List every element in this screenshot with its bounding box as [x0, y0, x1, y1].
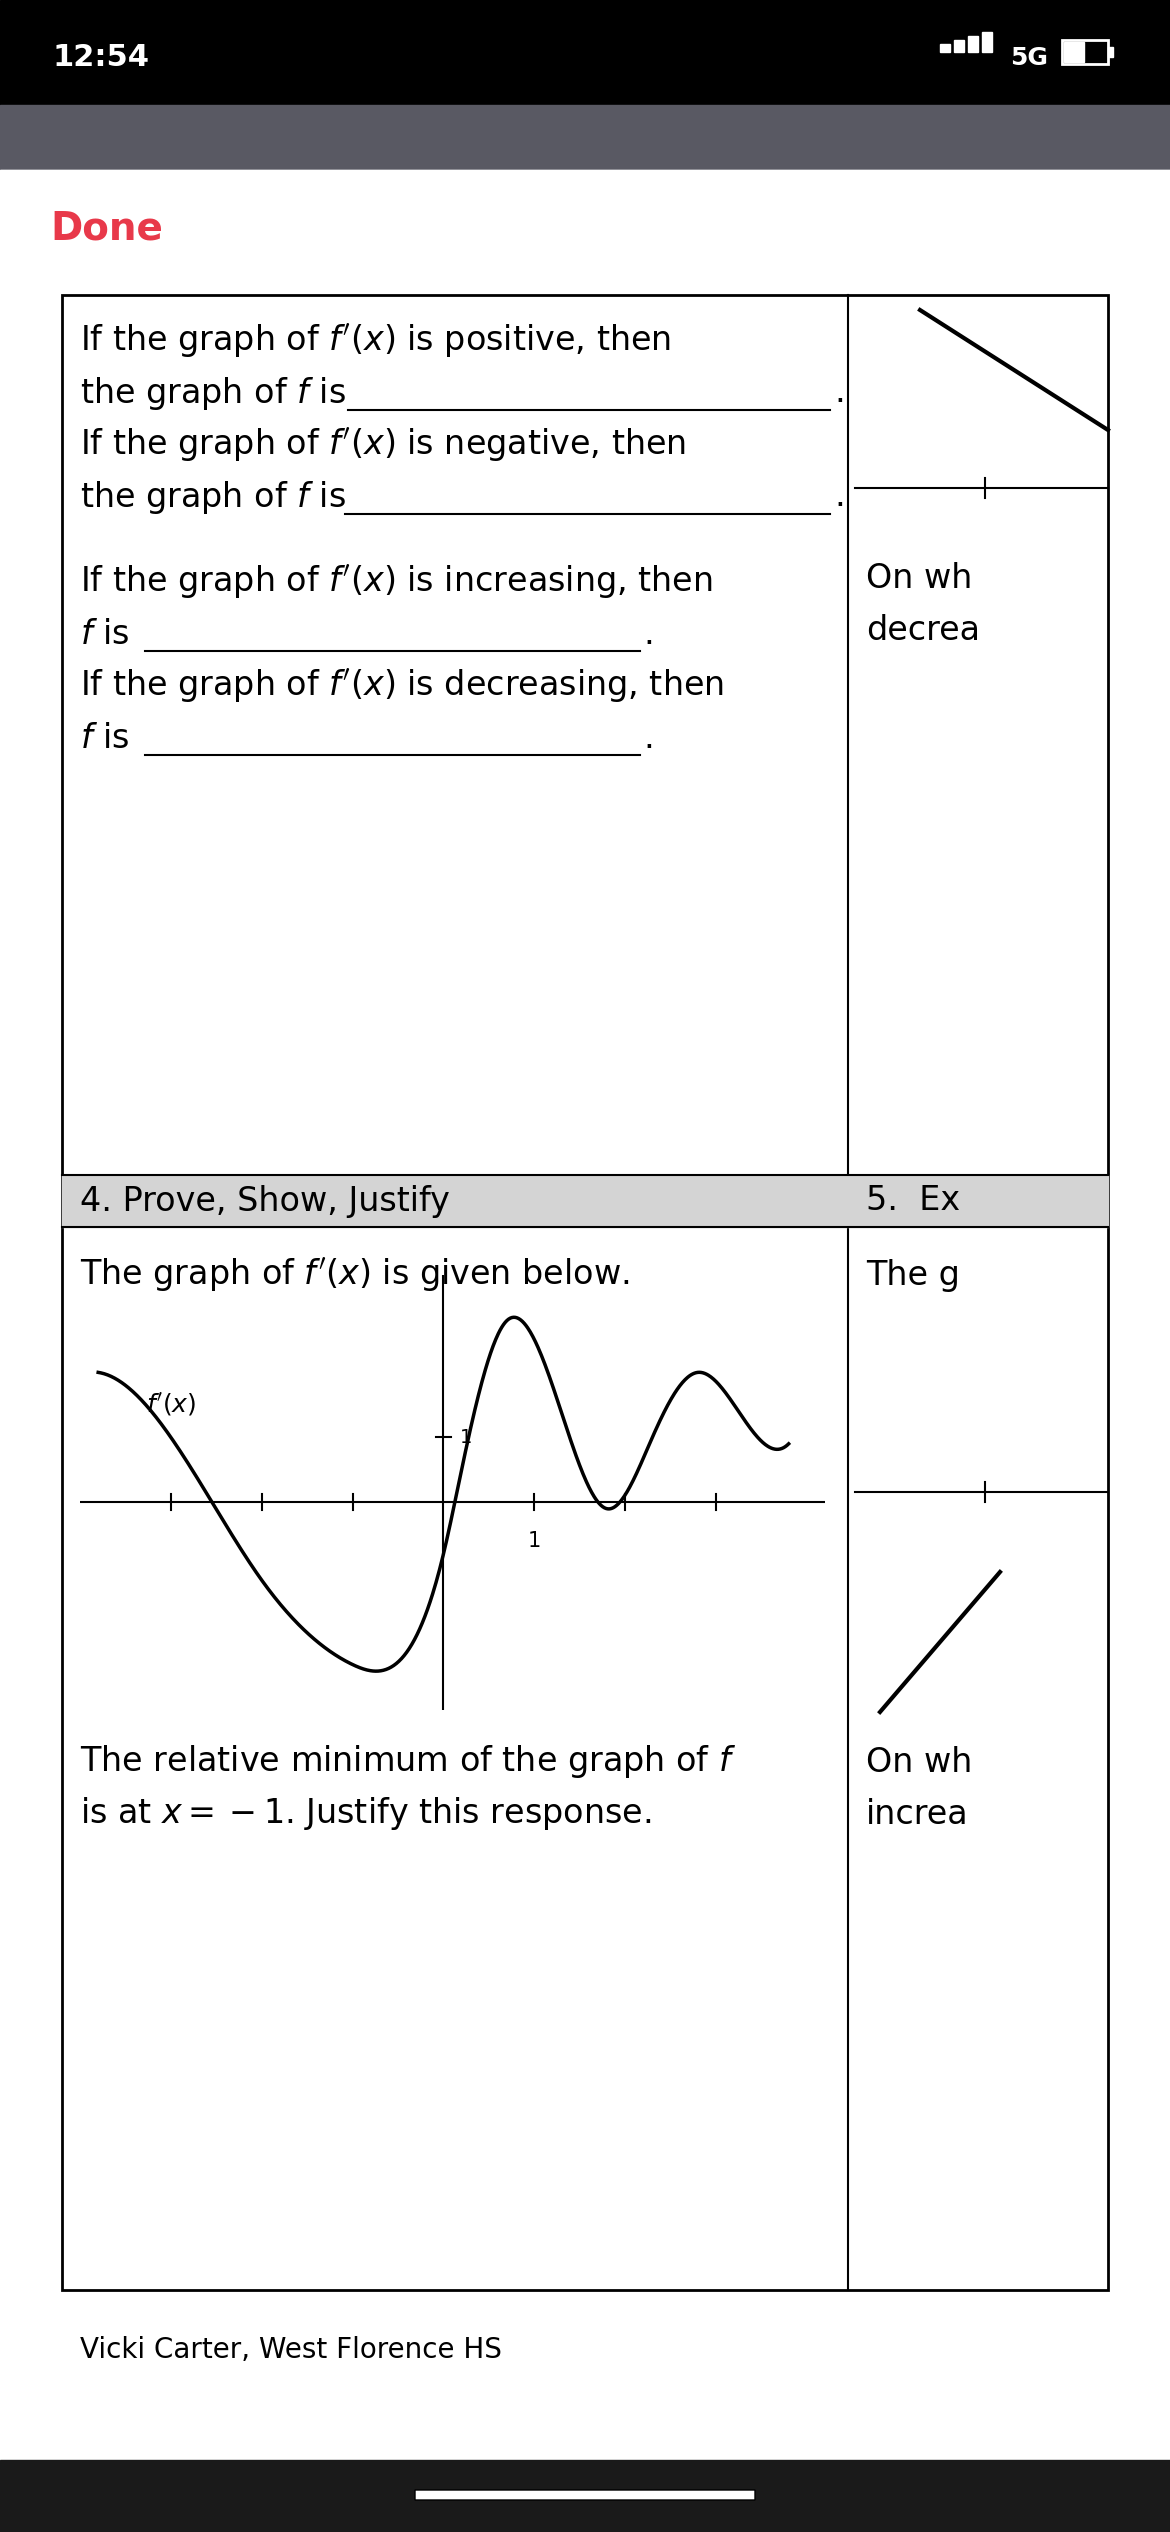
Text: 4. Prove, Show, Justify: 4. Prove, Show, Justify	[80, 1185, 450, 1218]
Bar	[62, 1175, 1108, 1228]
Text: 12:54: 12:54	[51, 43, 149, 73]
Bar	[0, 104, 1170, 180]
Bar	[0, 2461, 1170, 2532]
Text: Done: Done	[50, 210, 163, 248]
Text: If the graph of $f'(x)$ is decreasing, then: If the graph of $f'(x)$ is decreasing, t…	[80, 668, 724, 704]
Text: Vicki Carter, West Florence HS: Vicki Carter, West Florence HS	[80, 2337, 502, 2365]
Text: The graph of $f'(x)$ is given below.: The graph of $f'(x)$ is given below.	[80, 1256, 629, 1294]
Bar	[1062, 41, 1108, 63]
Bar	[968, 35, 978, 53]
Text: If the graph of $f'(x)$ is increasing, then: If the graph of $f'(x)$ is increasing, t…	[80, 562, 713, 600]
Text: If the graph of $f'(x)$ is negative, then: If the graph of $f'(x)$ is negative, the…	[80, 425, 686, 463]
Text: decrea: decrea	[866, 615, 980, 648]
Text: $f'(x)$: $f'(x)$	[146, 1393, 197, 1418]
FancyBboxPatch shape	[415, 2489, 755, 2499]
Text: .: .	[644, 722, 654, 755]
Text: is at $x=-1$. Justify this response.: is at $x=-1$. Justify this response.	[80, 1795, 652, 1833]
Text: On wh: On wh	[866, 1745, 972, 1777]
Text: .: .	[834, 481, 845, 514]
Text: 1: 1	[460, 1428, 473, 1446]
Text: the graph of $f$ is: the graph of $f$ is	[80, 375, 346, 413]
Bar	[954, 41, 964, 53]
Text: the graph of $f$ is: the graph of $f$ is	[80, 479, 346, 517]
Bar	[0, 0, 1170, 104]
Text: 5.  Ex: 5. Ex	[866, 1185, 961, 1218]
Text: increa: increa	[866, 1798, 969, 1831]
Text: 5G: 5G	[1010, 46, 1048, 71]
Text: .: .	[644, 618, 654, 651]
Bar	[1108, 48, 1113, 58]
Text: 1: 1	[528, 1532, 541, 1552]
Text: .: .	[834, 377, 845, 410]
Text: $f$ is: $f$ is	[80, 722, 130, 755]
Bar	[940, 43, 950, 53]
Bar	[982, 33, 992, 53]
Text: The relative minimum of the graph of $f$: The relative minimum of the graph of $f$	[80, 1745, 736, 1780]
Text: $f$ is: $f$ is	[80, 618, 130, 651]
Text: The g: The g	[866, 1258, 959, 1291]
Text: If the graph of $f'(x)$ is positive, then: If the graph of $f'(x)$ is positive, the…	[80, 322, 672, 360]
Bar	[1064, 43, 1083, 61]
Text: On wh: On wh	[866, 562, 972, 595]
Bar	[62, 296, 1108, 2289]
